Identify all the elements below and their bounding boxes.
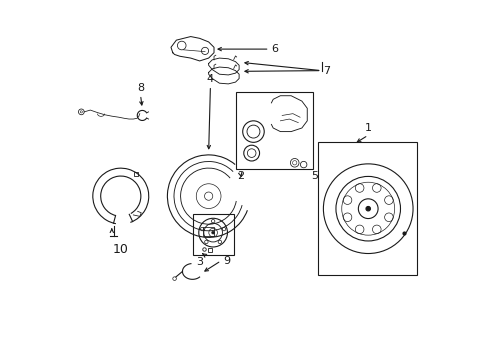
Text: 5: 5 bbox=[310, 171, 317, 181]
Text: 4: 4 bbox=[206, 74, 214, 84]
Circle shape bbox=[365, 206, 370, 211]
Bar bbox=[192, 214, 233, 255]
Text: 6: 6 bbox=[271, 44, 278, 54]
Bar bbox=[203, 227, 214, 236]
Text: 9: 9 bbox=[223, 256, 230, 266]
Circle shape bbox=[211, 231, 214, 234]
Text: 7: 7 bbox=[323, 66, 330, 76]
Text: 2: 2 bbox=[236, 171, 243, 181]
Text: 10: 10 bbox=[113, 243, 128, 256]
Bar bbox=[235, 92, 312, 169]
Text: 3: 3 bbox=[196, 257, 203, 267]
Bar bbox=[317, 142, 416, 275]
Text: 1: 1 bbox=[364, 123, 371, 134]
Text: 8: 8 bbox=[137, 83, 144, 93]
